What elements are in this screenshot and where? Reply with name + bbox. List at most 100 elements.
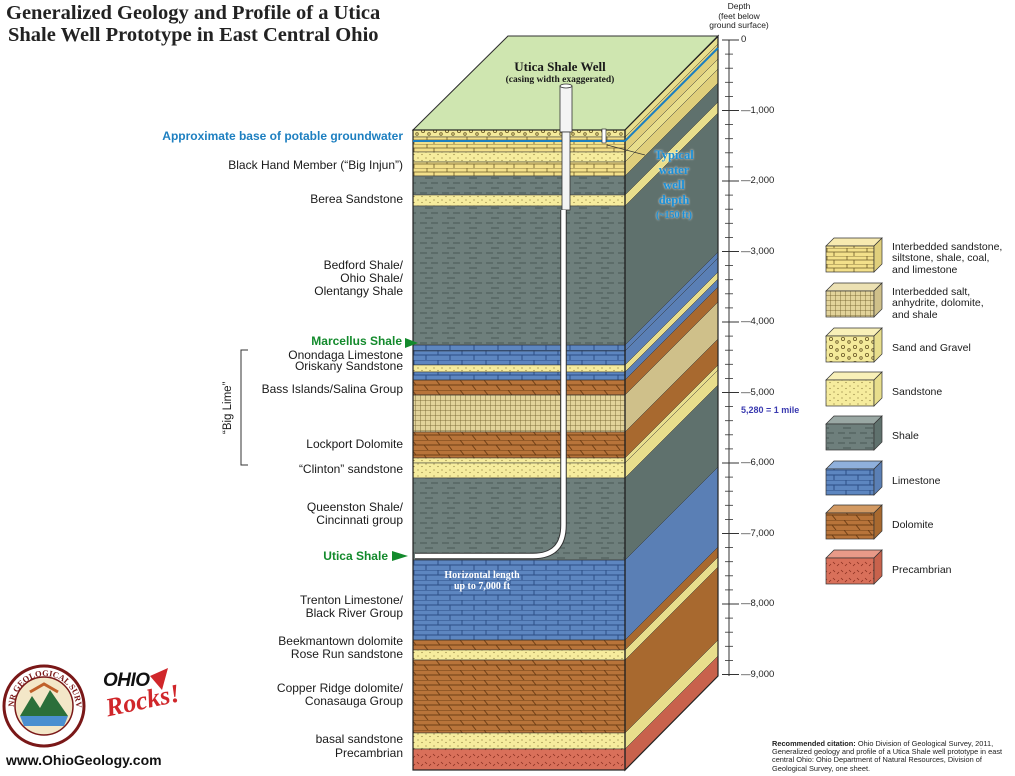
page-title: Generalized Geology and Profile of a Uti…: [6, 2, 381, 46]
legend-label-sand_gravel: Sand and Gravel: [892, 342, 971, 355]
depth-header: Depth (feet below ground surface): [709, 1, 769, 30]
front-layer: [413, 649, 625, 661]
front-layer: [413, 477, 625, 561]
depth-tick-label: —9,000: [741, 668, 775, 680]
legend-label-interbedded_salt: Interbedded salt, anhydrite, dolomite, and…: [892, 285, 984, 321]
side-layer: [625, 112, 718, 346]
depth-scale: [722, 39, 739, 676]
precambrian-label: Precambrian: [334, 746, 403, 760]
legend-label-dolomite: Dolomite: [892, 519, 934, 532]
berea-label: Berea Sandstone: [310, 192, 403, 206]
basal-sandstone-label: basal sandstone: [315, 732, 403, 746]
legend-swatch-limestone: [825, 460, 883, 496]
legend-swatch-interbedded_sandstone: [825, 237, 883, 273]
utica-label: Utica Shale: [323, 549, 388, 563]
legend-swatch-sandstone: [825, 371, 883, 407]
front-layer: [413, 559, 625, 641]
odnr-logo: [2, 664, 86, 748]
side-layer: [625, 257, 718, 366]
legend-label-precambrian: Precambrian: [892, 564, 952, 577]
horizontal-length-label: Horizontal length up to 7,000 ft: [444, 570, 520, 592]
bass-islands-label: Bass Islands/Salina Group: [261, 382, 403, 396]
front-layer: [413, 639, 625, 651]
front-layer: [413, 344, 625, 352]
water-well: [601, 128, 646, 156]
side-layer: [625, 546, 718, 651]
legend-label-interbedded_sandstone: Interbedded sandstone, siltstone, shale, …: [892, 240, 1003, 276]
side-layer: [625, 278, 718, 381]
ohio-logo-text: OHIO: [103, 670, 150, 691]
legend-swatch-sand_gravel: [825, 327, 883, 363]
bedford-label: Bedford Shale/Ohio Shale/Olentangy Shale: [314, 258, 403, 298]
groundwater-line-side: [624, 47, 719, 142]
depth-tick-label: —6,000: [741, 457, 775, 468]
front-layer: [413, 748, 625, 770]
well-title: Utica Shale Well (casing width exaggerat…: [505, 59, 615, 85]
side-layer: [625, 364, 718, 464]
front-layer: [413, 350, 625, 366]
side-layer: [625, 58, 718, 163]
side-face-layers: [625, 36, 718, 770]
front-layer: [413, 732, 625, 750]
front-layer: [413, 205, 625, 346]
front-layer: [413, 364, 625, 373]
legend-label-limestone: Limestone: [892, 475, 941, 488]
lockport-label: Lockport Dolomite: [306, 437, 403, 451]
website-link[interactable]: www.OhioGeology.com: [6, 752, 162, 768]
beekmantown-label: Beekmantown dolomite Rose Run sandstone: [278, 634, 403, 661]
front-layer: [413, 462, 625, 479]
clinton-label: “Clinton” sandstone: [298, 462, 403, 476]
legend-label-sandstone: Sandstone: [892, 386, 943, 399]
side-layer: [625, 271, 718, 373]
front-layer: [413, 161, 625, 177]
queenston-label: Queenston Shale/Cincinnati group: [306, 500, 403, 527]
legend-label-shale: Shale: [892, 430, 919, 443]
odnr-logo-text: ODNR GEOLOGICAL SURVEY: [4, 666, 84, 709]
side-layer: [625, 566, 718, 734]
side-layer: [625, 384, 718, 561]
depth-tick-label: —3,000: [741, 245, 775, 257]
front-layer: [413, 371, 625, 381]
legend-swatch-precambrian: [825, 549, 883, 585]
side-layer: [625, 82, 718, 196]
trenton-label: Trenton Limestone/Black River Group: [300, 593, 403, 620]
water-well-label: Typical water well depth (~150 ft): [654, 148, 694, 221]
front-layer: [413, 151, 625, 163]
side-layer: [625, 369, 718, 479]
front-layer: [413, 130, 625, 138]
black-hand-label: Black Hand Member (“Big Injun”): [228, 158, 403, 172]
side-layer: [625, 655, 718, 770]
svg-text:ODNR GEOLOGICAL SURVEY: ODNR GEOLOGICAL SURVEY: [4, 666, 84, 709]
big-lime-bracket: [240, 349, 248, 466]
mile-marker: 5,280 = 1 mile: [741, 405, 800, 415]
legend-swatch-interbedded_salt: [825, 282, 883, 318]
ohio-rocks-logo: [150, 668, 168, 690]
big-lime-label: “Big Lime”: [222, 381, 234, 434]
depth-tick-label: —8,000: [741, 598, 775, 609]
side-layer: [625, 338, 718, 459]
copper-ridge-label: Copper Ridge dolomite/Conasauga Group: [276, 681, 403, 708]
front-layer: [413, 659, 625, 734]
depth-tick-label: —2,000: [741, 175, 775, 186]
marcellus-arrow: [405, 338, 418, 348]
side-layer: [625, 68, 718, 177]
depth-tick-label: —4,000: [741, 316, 775, 327]
legend-swatch-dolomite: [825, 504, 883, 540]
depth-tick-label: —5,000: [741, 386, 775, 398]
side-layer: [625, 101, 718, 207]
front-face-layers: [413, 130, 625, 770]
front-layer: [413, 394, 625, 433]
utica-arrow: [392, 551, 408, 561]
onondaga-label: Onondaga Limestone: [288, 348, 403, 362]
front-layer: [413, 457, 625, 464]
side-layer: [625, 301, 718, 433]
legend: [825, 237, 883, 585]
side-layer: [625, 466, 718, 641]
citation: Recommended citation: Ohio Division of G…: [772, 739, 1003, 773]
side-layer: [625, 251, 718, 352]
utica-well-bore: [415, 83, 573, 560]
front-layer: [413, 194, 625, 207]
depth-tick-label: —7,000: [741, 527, 775, 539]
marcellus-label: Marcellus Shale: [311, 334, 402, 348]
front-layer: [413, 431, 625, 459]
